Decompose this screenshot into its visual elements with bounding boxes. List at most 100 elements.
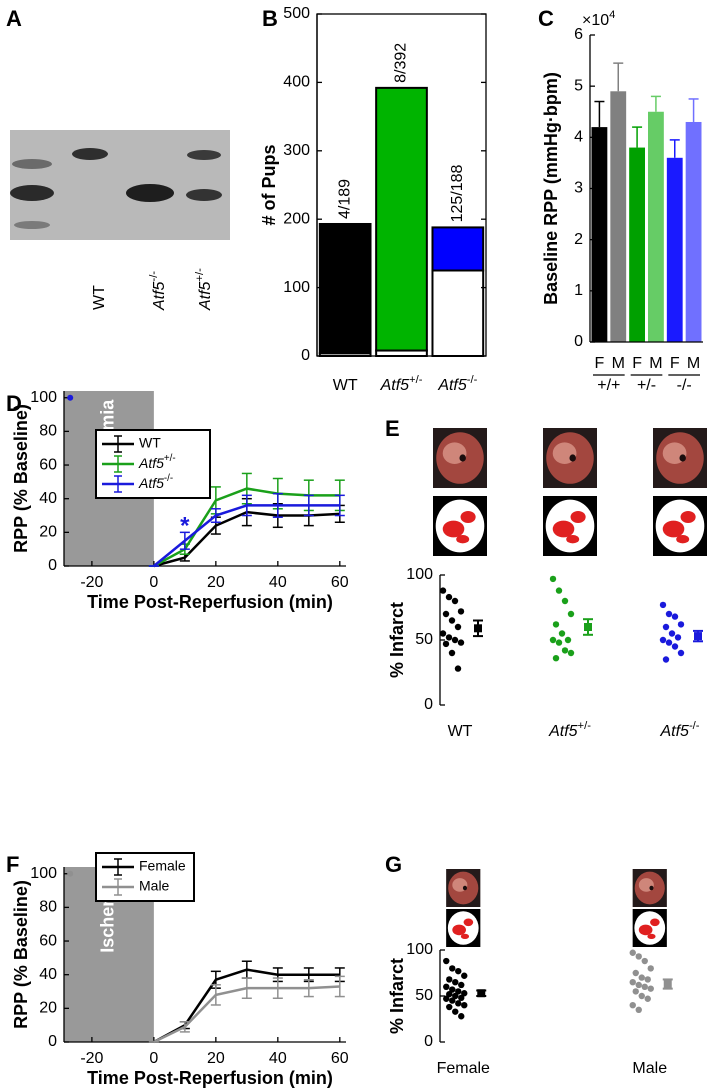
y-tick-label: 100	[30, 865, 57, 882]
data-point	[449, 965, 456, 972]
y-tick-label: 200	[283, 210, 310, 227]
data-point	[549, 636, 557, 644]
x-tick-label: 60	[331, 1050, 349, 1067]
group-label: +/-	[637, 377, 656, 394]
x-tick-label: F	[670, 355, 680, 372]
group-label: +/+	[597, 377, 620, 394]
data-point	[638, 974, 645, 981]
heart-map	[452, 924, 466, 936]
y-tick-label: 100	[283, 279, 310, 296]
bar-segment	[431, 269, 485, 357]
gene-name: Atf5	[659, 723, 689, 740]
data-point	[629, 1002, 636, 1009]
data-point	[647, 985, 654, 992]
heart-map	[662, 520, 685, 538]
bar	[666, 157, 683, 342]
data-point	[445, 593, 453, 601]
data-point	[445, 634, 453, 641]
baseline-point	[67, 394, 74, 401]
data-point	[668, 630, 676, 637]
y-tick-label: 400	[283, 74, 310, 91]
legend-label: Male	[139, 878, 170, 894]
x-tick-label: 40	[269, 1050, 287, 1067]
data-point	[443, 995, 450, 1002]
data-point	[662, 623, 670, 631]
y-tick-label: 20	[39, 524, 57, 541]
data-point	[449, 997, 456, 1004]
x-tick-label: Atf5-/-	[437, 374, 477, 394]
x-tick-label: WT	[333, 377, 358, 394]
data-point	[659, 601, 667, 609]
data-point	[446, 990, 453, 998]
y-axis-label: RPP (% Baseline)	[11, 880, 31, 1029]
gel-band	[187, 150, 221, 160]
panel-letter: C	[538, 6, 554, 31]
legend-label: WT	[139, 435, 161, 451]
data-point	[457, 608, 465, 615]
y-tick-label: 1	[574, 282, 583, 299]
y-axis-label: % Infarct	[387, 958, 407, 1034]
data-point	[446, 1003, 453, 1011]
y-tick-label: 0	[48, 557, 57, 574]
data-point	[457, 639, 465, 646]
y-tick-label: 20	[39, 1000, 57, 1017]
heart-photo	[462, 885, 468, 891]
data-point	[561, 597, 569, 605]
y-tick-label: 500	[283, 5, 310, 22]
gene-name: Atf5	[138, 475, 164, 491]
series-line	[153, 504, 340, 567]
plot-frame	[316, 13, 487, 357]
data-point	[671, 643, 679, 650]
y-tick-label: 80	[39, 423, 57, 440]
bar	[629, 147, 645, 342]
data-point	[446, 976, 453, 983]
data-point	[677, 621, 685, 628]
bar-label: 8/392	[393, 43, 410, 83]
data-point	[458, 981, 465, 989]
y-tick-label: 60	[39, 456, 57, 473]
y-tick-label: 0	[48, 1033, 57, 1050]
annotation: *	[180, 513, 190, 540]
data-point	[452, 992, 459, 1000]
y-axis-label: % Infarct	[387, 602, 407, 678]
genotype-superscript: -/-	[689, 720, 700, 732]
data-point	[641, 983, 648, 990]
gene-name: Atf5	[548, 723, 578, 740]
x-tick-label: 20	[207, 574, 225, 591]
data-point	[665, 639, 673, 646]
bar	[610, 91, 627, 343]
data-point	[671, 613, 679, 620]
y-axis-label: RPP (% Baseline)	[11, 404, 31, 553]
y-tick-label: 0	[574, 333, 583, 350]
data-point	[452, 1008, 459, 1015]
bar	[648, 111, 664, 342]
gene-name: Atf5	[197, 281, 214, 311]
y-axis-label: Baseline RPP (mmHg·bpm)	[541, 72, 561, 305]
data-point	[659, 636, 667, 644]
lane-label: Atf5+/-	[194, 268, 214, 311]
data-point	[567, 649, 575, 657]
heart-map	[650, 918, 660, 927]
y-tick-label: 80	[39, 899, 57, 916]
y-tick-label: 100	[406, 941, 433, 958]
gel-image	[10, 130, 230, 240]
y-tick-label: 60	[39, 932, 57, 949]
y-tick-label: 100	[30, 389, 57, 406]
heart-map	[570, 511, 586, 523]
data-point	[442, 640, 450, 648]
data-point	[461, 1002, 468, 1009]
heart-map	[460, 933, 470, 940]
gene-name: Atf5	[380, 377, 410, 394]
gel-band	[72, 148, 108, 160]
x-axis-label: Time Post-Reperfusion (min)	[87, 1068, 333, 1088]
x-tick-label: 60	[331, 574, 349, 591]
x-tick-label: M	[687, 355, 700, 372]
gel-band	[12, 159, 52, 169]
heart-map	[463, 918, 474, 927]
data-point	[458, 994, 465, 1002]
gene-name: Atf5	[437, 377, 467, 394]
x-tick-label: F	[632, 355, 642, 372]
scale-base: ×10	[582, 12, 609, 29]
heart-map	[460, 511, 476, 523]
